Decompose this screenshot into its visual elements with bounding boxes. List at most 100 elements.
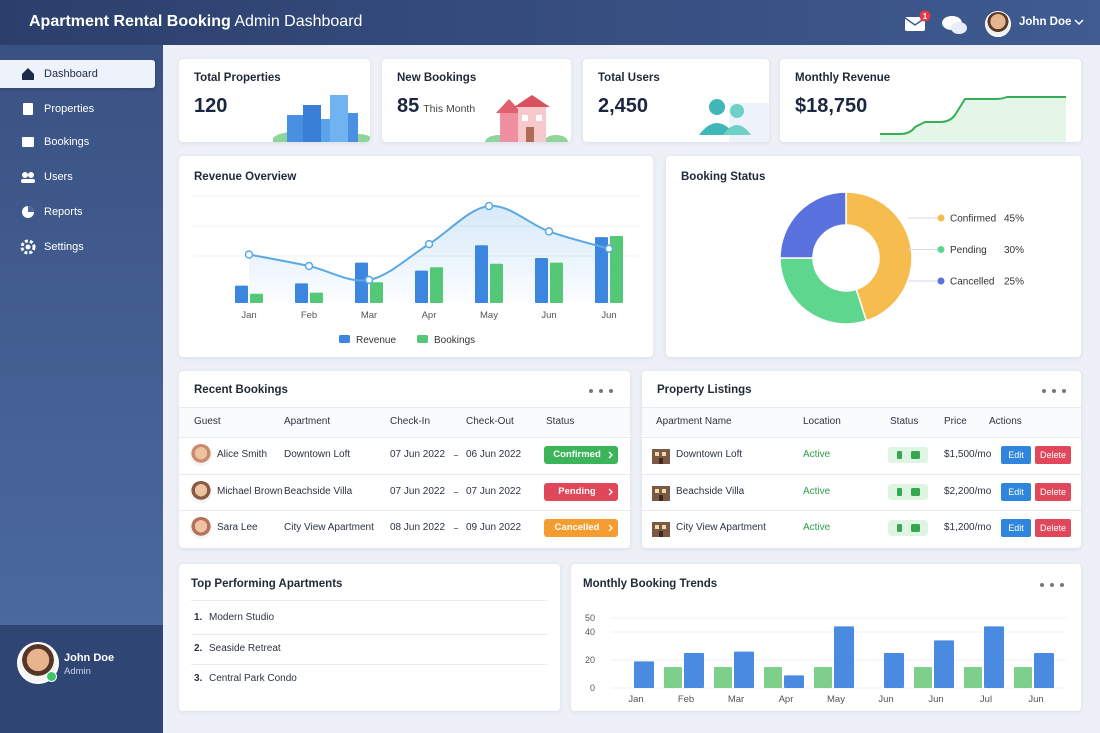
line-point <box>364 275 374 285</box>
chart: 0 20 40 50 Jan Feb Mar Apr May Jun Jun Jul Jun <box>585 613 1066 705</box>
recent-bookings-card: Recent Bookings Guest Apartment Check-In Ch… <box>179 371 630 548</box>
x-tick-label: Jun <box>1028 694 1043 705</box>
status-arrow <box>608 451 613 459</box>
edit-label: Edit <box>1008 486 1024 497</box>
window <box>662 452 666 456</box>
status-bg <box>888 520 928 536</box>
bar <box>814 667 832 688</box>
nav-item[interactable]: Properties <box>0 95 155 123</box>
edit-button[interactable]: Edit <box>1001 519 1031 537</box>
y-tick-label: 0 <box>590 683 595 693</box>
profile-name: John Doe <box>64 652 115 664</box>
legend-label: Bookings <box>434 335 475 346</box>
bar <box>734 651 754 688</box>
status-badge[interactable]: Confirmed <box>544 446 618 464</box>
more-menu[interactable] <box>1038 581 1066 589</box>
donut-segment <box>845 191 913 322</box>
property-icon <box>652 485 670 501</box>
more-menu[interactable] <box>587 387 615 395</box>
top-bar: Apartment Rental Booking Admin Dashboard… <box>0 0 1100 45</box>
line-point <box>484 201 494 211</box>
door <box>659 458 663 464</box>
chart: Jan Feb Mar Apr May Jun Jun Revenue Bookings <box>193 195 639 346</box>
check-in: 08 Jun 2022 <box>390 522 446 533</box>
mail-icon[interactable] <box>905 17 925 31</box>
guest-avatar <box>190 517 212 539</box>
buildings-illustration <box>273 95 370 142</box>
edit-label: Edit <box>1008 523 1024 533</box>
nav-item[interactable]: Users <box>0 163 155 191</box>
dash <box>454 528 458 529</box>
donut-segment <box>779 191 847 259</box>
bar <box>884 653 904 688</box>
status-icon <box>897 487 902 496</box>
guest-name: Alice Smith <box>217 449 268 460</box>
more-menu[interactable] <box>1040 387 1068 395</box>
line-area <box>249 205 609 303</box>
bar <box>764 667 782 688</box>
window <box>655 488 659 493</box>
status-icon <box>911 451 920 459</box>
card-title: Property Listings <box>657 384 752 396</box>
nav-item[interactable]: Dashboard <box>0 60 155 88</box>
nav-item[interactable]: Reports <box>0 198 155 226</box>
edit-button[interactable]: Edit <box>1001 446 1031 464</box>
status-badge[interactable]: Cancelled <box>544 519 618 537</box>
apartment: City View Apartment <box>284 522 374 533</box>
dash <box>454 455 458 456</box>
bar <box>984 626 1004 688</box>
bar <box>235 285 248 303</box>
legend-dot <box>937 246 945 253</box>
location: Active <box>803 485 831 497</box>
nav-item[interactable]: Bookings <box>0 128 155 156</box>
nav-label: Users <box>44 171 73 183</box>
window <box>655 525 659 529</box>
delete-button[interactable]: Delete <box>1035 482 1071 501</box>
stat-label: Total Properties <box>194 72 281 84</box>
column-header: Check-In <box>390 416 431 427</box>
nav-icon <box>22 137 34 147</box>
chevron[interactable] <box>1074 18 1084 26</box>
line-point <box>304 261 314 271</box>
delete-button[interactable]: Delete <box>1035 519 1071 537</box>
bar <box>295 283 308 303</box>
column-header: Status <box>546 416 575 427</box>
status-badge[interactable]: Pending <box>544 482 618 501</box>
rank: 3. <box>194 673 203 684</box>
nav-item[interactable]: Settings <box>0 233 155 261</box>
bar <box>1014 667 1032 688</box>
line-point <box>244 250 254 259</box>
legend-label: Pending <box>950 245 987 256</box>
status-arrow <box>608 488 613 495</box>
nav-label: Settings <box>44 241 84 253</box>
online-dot <box>46 671 57 682</box>
door <box>659 531 663 537</box>
user-avatar[interactable] <box>985 11 1011 37</box>
edit-button[interactable]: Edit <box>1001 482 1031 501</box>
stat-value: 120 <box>194 95 228 117</box>
status-icons <box>888 447 928 463</box>
title-bold: Apartment Rental Booking <box>29 13 231 30</box>
bar <box>914 667 932 688</box>
bar <box>684 653 704 688</box>
stat-value: 85 This Month <box>397 95 475 118</box>
apartment: Beachside Villa <box>284 485 353 497</box>
line-point <box>424 239 434 249</box>
status-text: Confirmed <box>553 449 601 460</box>
chart: Confirmed 45% Pending 30% Cancelled 25% <box>779 191 1024 325</box>
stat-note: This Month <box>423 103 476 115</box>
table-header-bg <box>642 408 1081 437</box>
x-tick-label: Mar <box>728 694 744 705</box>
profile-panel: John Doe Admin <box>0 625 163 733</box>
separator <box>642 510 1081 511</box>
price: $1,200/mo <box>944 522 992 533</box>
x-tick-label: Jun <box>928 694 943 705</box>
window <box>662 525 666 529</box>
header-icons[interactable]: 1 <box>900 8 980 38</box>
status-icon <box>911 487 920 496</box>
apartment-name: Beachside Villa <box>676 485 745 497</box>
user-name[interactable]: John Doe <box>1019 16 1072 28</box>
x-tick-label: Jan <box>628 694 643 705</box>
delete-button[interactable]: Delete <box>1035 446 1071 464</box>
bar <box>784 675 804 688</box>
